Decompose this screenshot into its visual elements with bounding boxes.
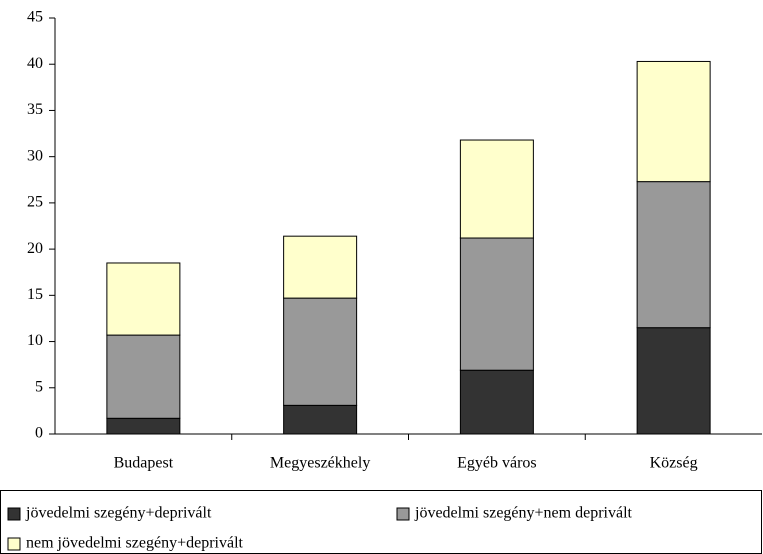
legend-label: nem jövedelmi szegény+deprivált [26, 535, 244, 552]
y-tick-label: 10 [27, 332, 43, 349]
x-tick-label: Budapest [114, 455, 174, 472]
bar-segment [636, 60, 711, 183]
bar-segment [283, 297, 358, 406]
y-tick-label: 30 [27, 147, 43, 164]
x-tick-label: Egyéb város [457, 455, 537, 472]
bar-segment [636, 327, 711, 435]
bar-segment [459, 139, 534, 239]
legend-swatch [7, 507, 21, 521]
y-tick-label: 35 [27, 101, 43, 118]
bar-segment [106, 262, 181, 336]
y-tick-label: 20 [27, 240, 43, 257]
y-tick-label: 40 [27, 55, 43, 72]
legend-label: jövedelmi szegény+nem deprivált [414, 505, 633, 522]
y-tick-label: 5 [35, 378, 43, 395]
bar-segment [283, 404, 358, 435]
legend-swatch [7, 537, 21, 551]
legend-label: jövedelmi szegény+deprivált [25, 505, 212, 522]
y-tick-label: 45 [27, 9, 43, 26]
x-tick-label: Község [650, 455, 698, 472]
y-tick-label: 15 [27, 286, 43, 303]
legend-swatch [396, 507, 410, 521]
bar-segment [459, 369, 534, 435]
bar-segment [106, 334, 181, 419]
x-tick-label: Megyeszékhely [270, 455, 370, 472]
bar-segment [459, 237, 534, 371]
y-tick-label: 25 [27, 194, 43, 211]
y-tick-label: 0 [35, 425, 43, 442]
bar-segment [636, 181, 711, 329]
bar-segment [106, 417, 181, 435]
bar-segment [283, 235, 358, 299]
